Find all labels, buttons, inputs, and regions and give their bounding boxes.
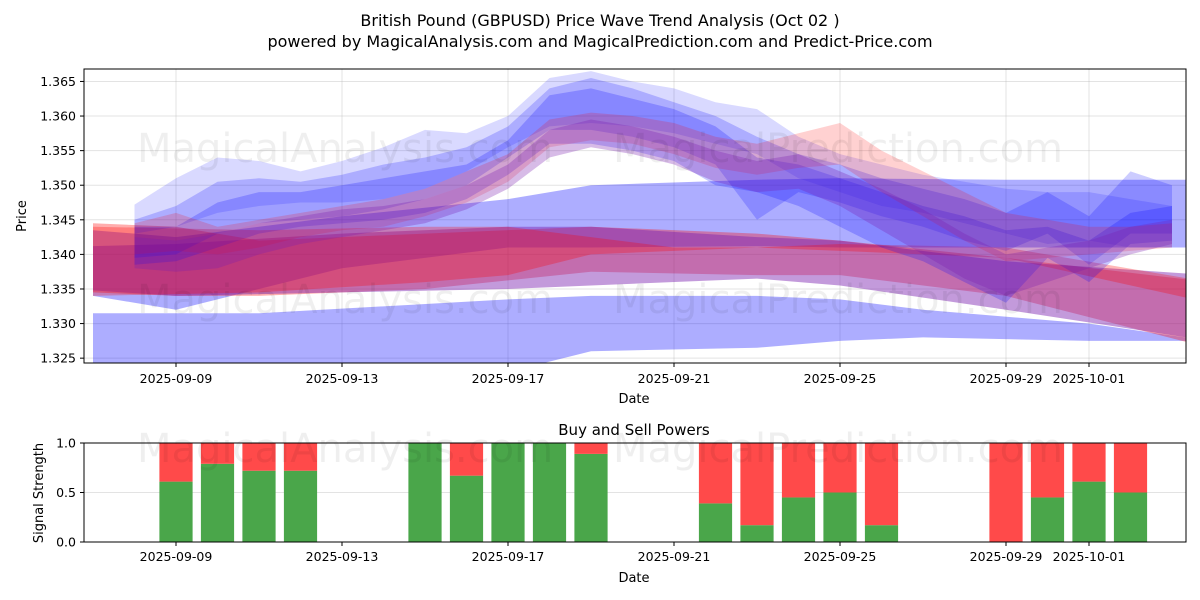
signal-xtick-label: 2025-09-25 [804,549,877,564]
price-ytick-label: 1.355 [40,143,76,158]
price-ytick-label: 1.365 [40,74,76,89]
band-wave-blue-1 [134,71,1172,248]
watermark-prediction-mid: MagicalPrediction.com [613,277,1063,323]
signal-xtick-label: 2025-10-01 [1053,549,1126,564]
price-x-axis: 2025-09-09 2025-09-13 2025-09-17 2025-09-21… [140,363,1126,386]
price-ytick-label: 1.325 [40,351,76,366]
buy-bar [491,443,525,542]
signal-xtick-label: 2025-09-17 [472,549,545,564]
band-wave-purple-1 [134,119,1172,296]
buy-bar [159,481,193,542]
price-xtick-label: 2025-09-17 [472,371,545,386]
signal-xtick-label: 2025-09-09 [140,549,213,564]
sell-bar [781,443,816,498]
buy-bar [781,497,816,542]
chart-title: British Pound (GBPUSD) Price Wave Trend … [360,11,839,30]
signal-x-label: Date [618,571,649,586]
band-wide-blue-upper [93,178,1186,310]
buy-bar [200,463,235,542]
price-y-label: Price [15,200,30,232]
sell-bar [283,443,318,471]
sell-bar [864,443,899,526]
buy-bar [864,525,899,542]
buy-bar [408,443,442,542]
band-wave-blue-3 [134,88,1172,303]
band-mid-red [93,226,1186,298]
band-wide-blue-lower [93,295,1186,363]
price-xtick-label: 2025-10-01 [1053,371,1126,386]
signal-x-axis: 2025-09-09 2025-09-13 2025-09-17 2025-09-21… [140,542,1126,564]
price-grid [84,69,1186,363]
buy-bar [283,470,318,542]
signal-chart-title: Buy and Sell Powers [558,421,710,439]
price-x-label: Date [618,392,649,407]
signal-xtick-label: 2025-09-13 [306,549,379,564]
signal-y-label: Signal Strength [32,443,47,543]
watermark-prediction-top: MagicalPrediction.com [613,126,1063,172]
watermark-analysis-mid: MagicalAnalysis.com [137,277,553,323]
price-y-axis: 1.325 1.330 1.335 1.340 1.345 1.350 1.355 1.360… [40,74,84,366]
price-plot-frame [83,68,1187,364]
price-xtick-label: 2025-09-21 [638,371,711,386]
signal-ytick-label: 1.0 [56,436,76,451]
band-wide-purple [93,226,1186,338]
sell-bar [823,443,857,493]
buy-bar [242,470,276,542]
price-xtick-label: 2025-09-13 [306,371,379,386]
buy-bar [698,503,733,542]
sell-bar [1030,443,1065,498]
band-wide-red-lower [93,223,1186,342]
price-ytick-label: 1.340 [40,247,76,262]
price-xtick-label: 2025-09-25 [804,371,877,386]
chart-subtitle: powered by MagicalAnalysis.com and Magic… [267,32,932,51]
price-ytick-label: 1.330 [40,316,76,331]
band-wave-blue-2 [134,78,1172,265]
price-xtick-label: 2025-09-29 [970,371,1043,386]
signal-xtick-label: 2025-09-21 [638,549,711,564]
sell-bar [449,443,484,476]
sell-bar [740,443,774,526]
sell-bar [698,443,733,504]
price-ytick-label: 1.335 [40,281,76,296]
sell-bar [574,443,608,454]
price-ytick-label: 1.350 [40,178,76,193]
sell-bar [1072,443,1106,482]
band-wave-red-1 [134,112,1172,262]
price-ytick-label: 1.345 [40,212,76,227]
buy-bar [574,453,608,542]
watermark-prediction-bottom: MagicalPrediction.com [613,426,1063,472]
buy-bar [449,475,484,542]
sell-bar [242,443,276,471]
watermark-analysis-bottom: MagicalAnalysis.com [137,426,553,472]
price-ytick-label: 1.360 [40,109,76,124]
sell-bar [200,443,235,464]
signal-ytick-label: 0.0 [56,535,76,550]
sell-bar [989,443,1023,542]
sell-bar [159,443,193,482]
buy-bar [823,492,857,542]
buy-bar [1113,492,1148,542]
buy-bar [1030,497,1065,542]
signal-xtick-label: 2025-09-29 [970,549,1043,564]
buy-bar [1072,481,1106,542]
buy-bar [740,525,774,542]
watermark-analysis-top: MagicalAnalysis.com [137,126,553,172]
signal-y-axis: 0.0 0.5 1.0 [56,436,84,550]
signal-ytick-label: 0.5 [56,485,76,500]
price-bands [93,71,1186,363]
signal-bars [159,443,1148,542]
price-xtick-label: 2025-09-09 [140,371,213,386]
buy-bar [532,443,567,542]
sell-bar [1113,443,1148,493]
